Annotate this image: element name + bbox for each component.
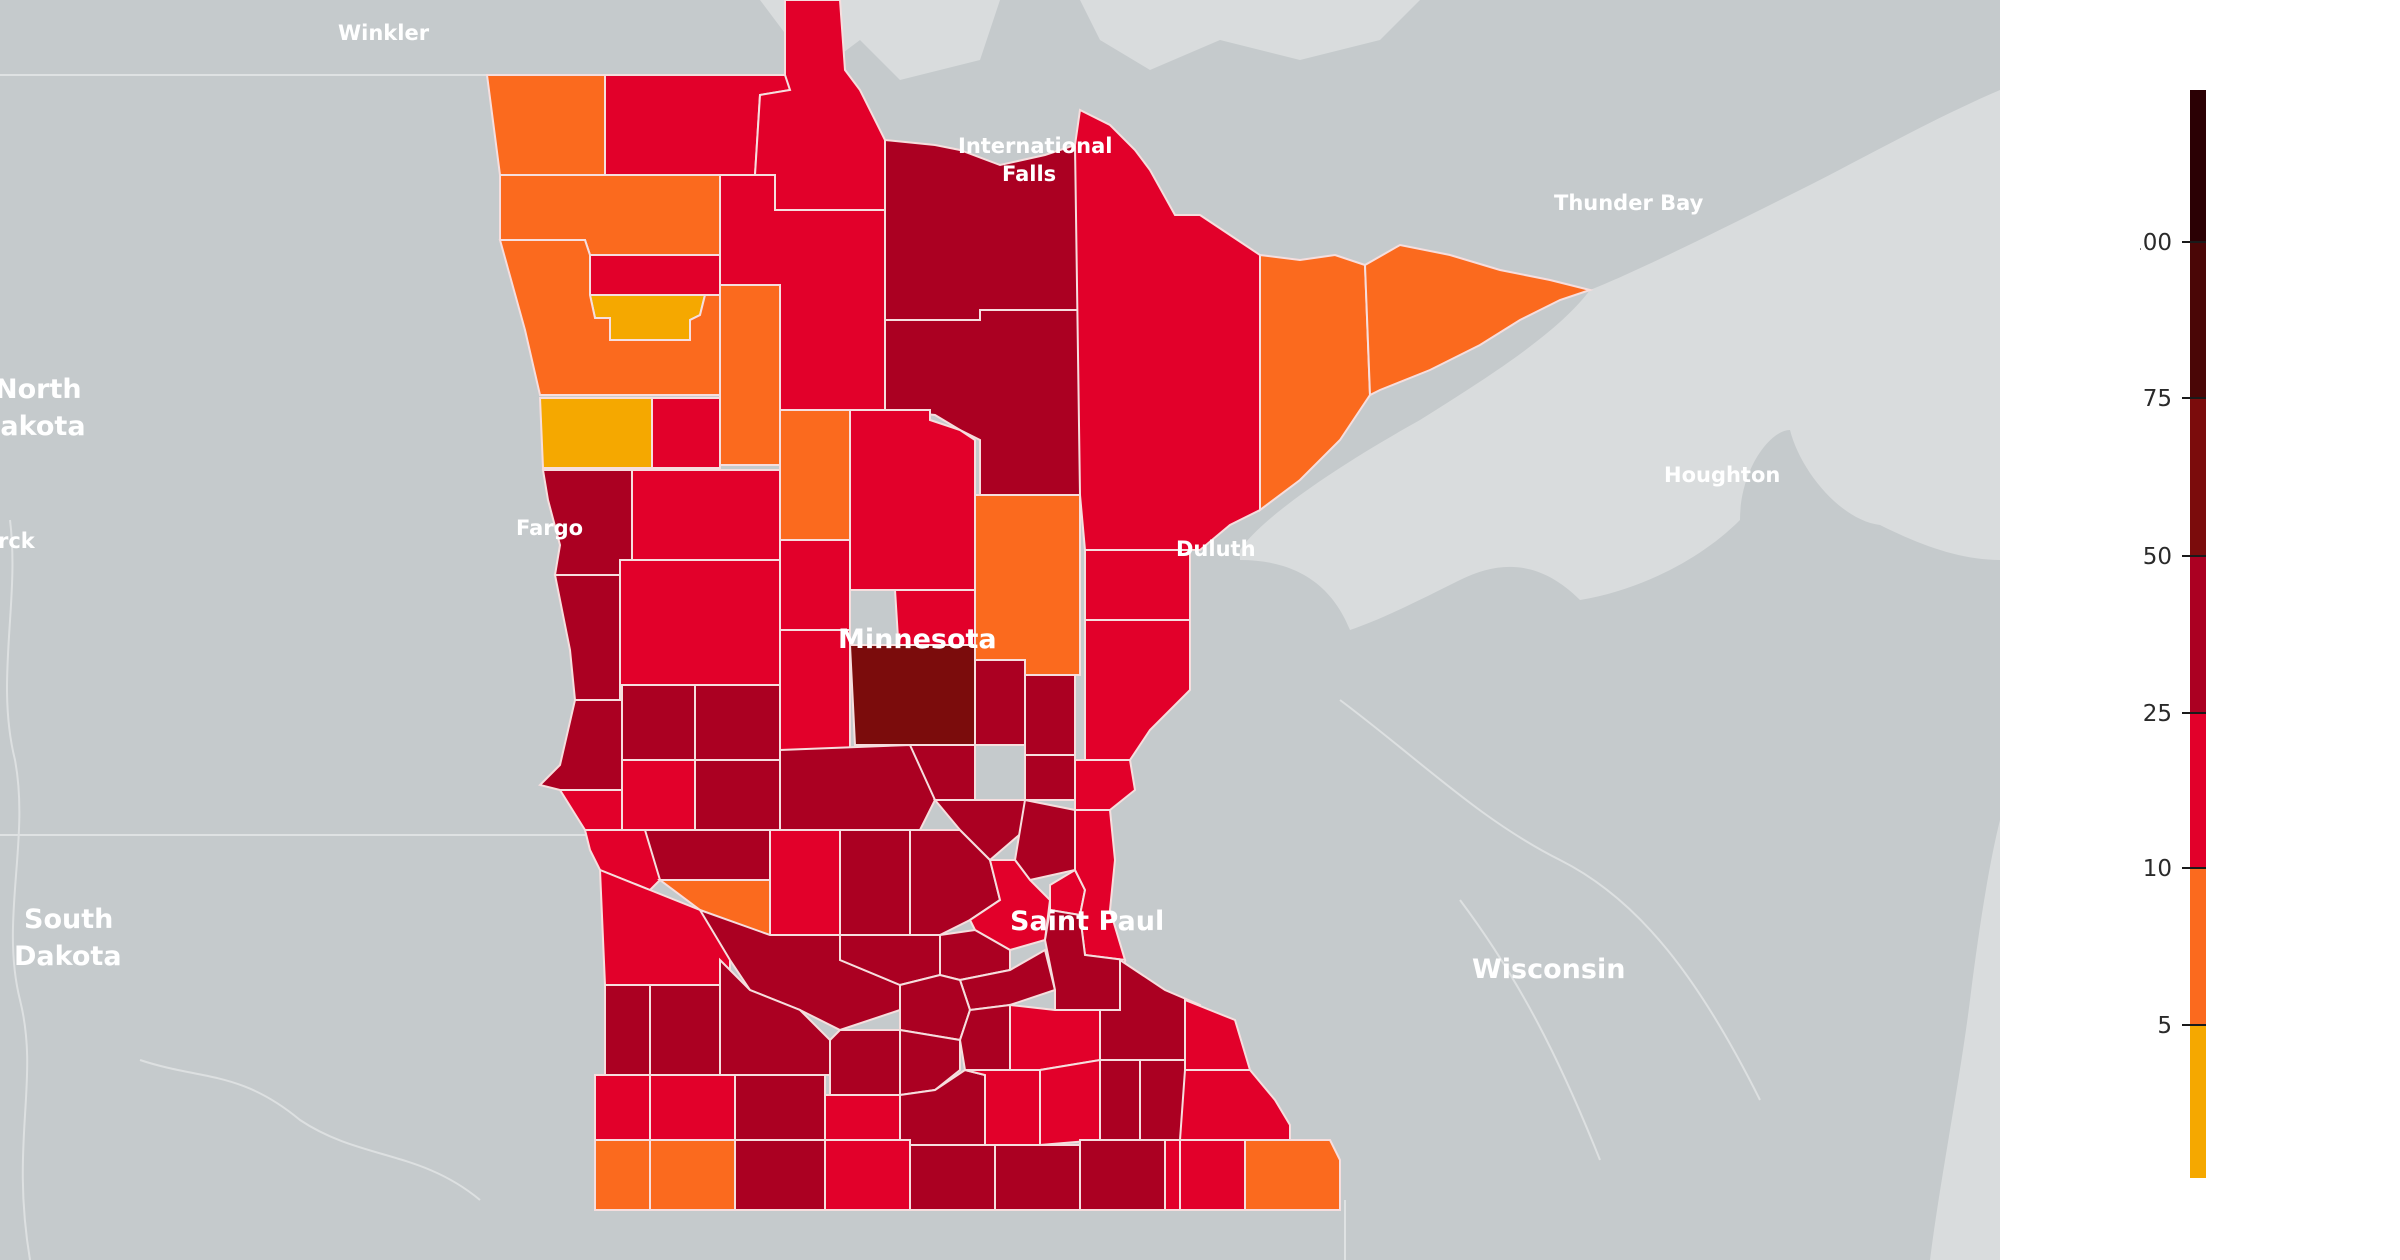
label-south-dakota-1: South <box>24 904 113 935</box>
canada-lakes <box>1080 0 1420 70</box>
county-pope <box>694 759 781 831</box>
legend-bar <box>2190 90 2206 1178</box>
county-cass <box>849 409 976 591</box>
minnesota-counties <box>485 0 1594 1211</box>
county-nobles <box>649 1139 736 1211</box>
label-bismarck-fragment: rck <box>0 529 36 553</box>
label-minnesota: Minnesota <box>838 624 997 655</box>
place-labels: Winkler International Falls Thunder Bay … <box>0 21 1780 985</box>
county-hubbard <box>779 409 851 541</box>
county-pipestone <box>594 1074 651 1141</box>
label-houghton: Houghton <box>1664 463 1780 487</box>
legend-tick-5: 5 <box>2157 1013 2172 1039</box>
label-south-dakota-2: Dakota <box>14 941 122 972</box>
county-chisago <box>1074 759 1137 811</box>
county-otter-tail <box>619 559 781 686</box>
lake-michigan <box>1930 820 2000 1260</box>
county-isanti <box>1024 754 1076 801</box>
county-fillmore-east <box>1164 1139 1181 1211</box>
choropleth-map: Winkler International Falls Thunder Bay … <box>0 0 2000 1260</box>
legend-bin-50-75 <box>2190 398 2206 556</box>
county-swift <box>643 829 771 881</box>
county-steele <box>1039 1058 1101 1147</box>
county-clearwater <box>719 284 781 466</box>
county-fillmore <box>1179 1139 1246 1211</box>
county-morrison <box>848 644 976 746</box>
label-wisconsin: Wisconsin <box>1472 954 1625 985</box>
county-stevens <box>621 759 696 831</box>
legend-bin-5-10 <box>2190 868 2206 1025</box>
county-dodge <box>1099 1059 1141 1141</box>
county-norman <box>538 397 653 469</box>
county-sibley <box>899 973 972 1042</box>
county-brown <box>829 1029 901 1096</box>
legend-tick-10: 10 <box>2143 856 2172 882</box>
county-mahnomen <box>651 397 721 469</box>
label-thunder-bay: Thunder Bay <box>1554 191 1704 215</box>
rivers <box>5 519 1761 1260</box>
label-fargo: Fargo <box>516 516 583 540</box>
county-kittson <box>485 74 606 176</box>
county-kandiyohi <box>769 829 841 936</box>
label-north-dakota-2: Dakota <box>0 411 86 442</box>
county-watonwan <box>824 1094 901 1141</box>
county-mille-lacs <box>974 659 1026 746</box>
legend-tick-labels: 100 75 50 25 10 5 <box>2140 230 2172 1039</box>
county-wadena <box>779 539 851 631</box>
county-nicollet <box>899 1028 961 1097</box>
county-lyon <box>649 984 721 1076</box>
county-le-sueur <box>958 1003 1011 1071</box>
county-martin <box>824 1139 911 1211</box>
legend-bin-75-100 <box>2190 242 2206 398</box>
legend-bin-10-25 <box>2190 713 2206 868</box>
county-stearns <box>779 743 942 831</box>
county-houston <box>1244 1139 1341 1211</box>
county-rock <box>594 1139 651 1211</box>
county-faribault <box>909 1144 996 1211</box>
label-winkler: Winkler <box>338 21 430 45</box>
county-polk <box>498 239 721 396</box>
label-duluth: Duluth <box>1176 537 1256 561</box>
county-dakota <box>1043 908 1127 1011</box>
county-hennepin <box>968 859 1052 952</box>
legend-tick-25: 25 <box>2143 701 2172 727</box>
legend-bin-lt5 <box>2190 1025 2206 1178</box>
legend-tick-50: 50 <box>2143 544 2172 570</box>
county-murray <box>649 1074 736 1141</box>
color-scale-legend: 100 75 50 25 10 5 <box>2140 90 2206 1178</box>
county-meeker <box>839 829 911 936</box>
label-international-falls-1: International <box>958 134 1113 158</box>
county-douglas <box>694 684 781 761</box>
legend-bin-25-50 <box>2190 556 2206 713</box>
county-cottonwood <box>734 1074 826 1141</box>
lake-superior <box>1240 90 2000 630</box>
county-pennington <box>589 254 721 296</box>
county-anoka <box>1013 798 1076 882</box>
state-borders <box>0 74 1346 1260</box>
county-olmsted <box>1139 1059 1186 1141</box>
county-mower <box>1079 1139 1166 1211</box>
county-kanabec <box>1024 674 1076 756</box>
legend-tick-marks <box>2182 241 2206 1026</box>
legend-tick-75: 75 <box>2143 386 2172 412</box>
legend-tick-100: 100 <box>2140 230 2172 256</box>
label-saint-paul: Saint Paul <box>1010 906 1164 937</box>
county-grant <box>621 684 696 761</box>
legend-bin-gt100 <box>2190 90 2206 242</box>
county-lincoln <box>604 984 651 1076</box>
county-freeborn <box>994 1144 1081 1211</box>
county-jackson <box>734 1139 826 1211</box>
label-international-falls-2: Falls <box>1002 162 1056 186</box>
county-carlton <box>1084 549 1191 621</box>
county-rice <box>1009 1003 1101 1071</box>
county-becker <box>631 469 781 561</box>
label-north-dakota-1: North <box>0 374 82 405</box>
county-cook <box>1363 243 1594 397</box>
